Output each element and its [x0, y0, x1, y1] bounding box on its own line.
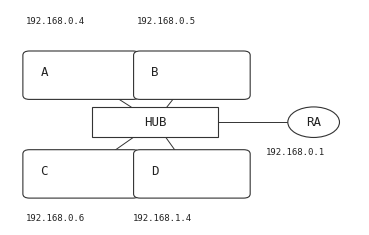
Text: 192.168.0.4: 192.168.0.4: [26, 17, 85, 26]
Ellipse shape: [288, 107, 339, 137]
Text: C: C: [41, 165, 48, 178]
Text: B: B: [151, 66, 159, 79]
Text: 192.168.0.1: 192.168.0.1: [266, 148, 325, 157]
Text: 192.168.0.6: 192.168.0.6: [26, 214, 85, 223]
Text: A: A: [41, 66, 48, 79]
FancyBboxPatch shape: [134, 51, 250, 99]
FancyBboxPatch shape: [92, 107, 218, 137]
Text: 192.168.0.5: 192.168.0.5: [137, 17, 196, 26]
Text: D: D: [151, 165, 159, 178]
Text: 192.168.1.4: 192.168.1.4: [133, 214, 192, 223]
Text: RA: RA: [306, 116, 321, 129]
FancyBboxPatch shape: [134, 150, 250, 198]
Text: HUB: HUB: [144, 116, 166, 129]
FancyBboxPatch shape: [23, 150, 139, 198]
FancyBboxPatch shape: [23, 51, 139, 99]
